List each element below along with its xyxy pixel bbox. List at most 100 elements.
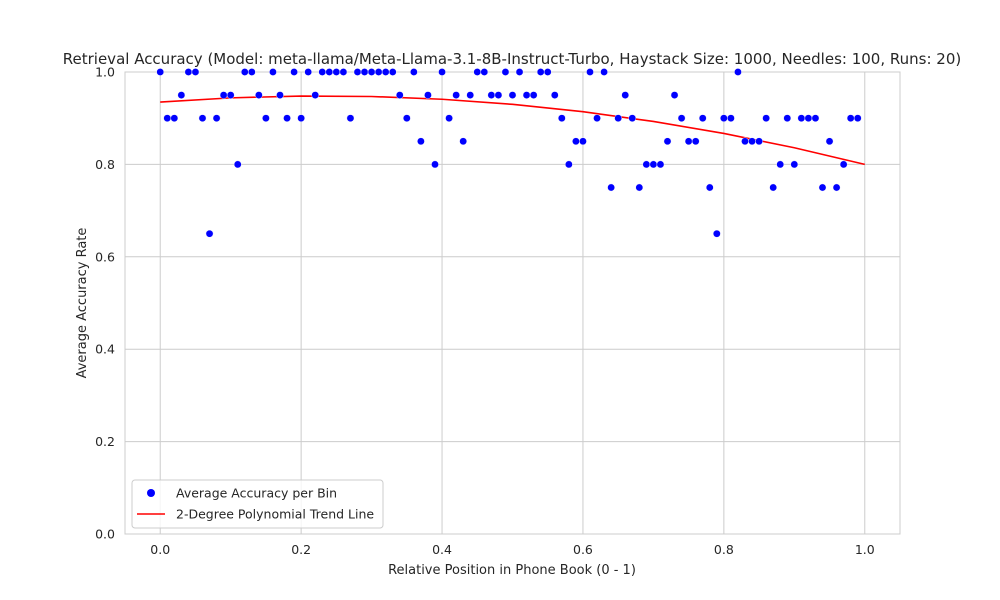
- scatter-point: [614, 114, 622, 122]
- scatter-point: [212, 114, 221, 122]
- scatter-point: [466, 91, 475, 99]
- scatter-point: [360, 68, 369, 76]
- scatter-point: [318, 68, 327, 76]
- scatter-point: [233, 160, 242, 169]
- scatter-point: [226, 91, 235, 99]
- scatter-point: [353, 68, 362, 76]
- x-tick-label: 1.0: [855, 542, 875, 557]
- scatter-point: [536, 68, 545, 76]
- scatter-point: [501, 68, 510, 76]
- scatter-point: [240, 68, 249, 76]
- scatter-point: [508, 91, 517, 99]
- scatter-point: [395, 91, 404, 99]
- scatter-point: [381, 68, 390, 76]
- scatter-point: [558, 114, 566, 122]
- scatter-point: [339, 68, 348, 76]
- scatter-point: [748, 137, 756, 146]
- scatter-point: [367, 68, 376, 76]
- scatter-point: [219, 91, 228, 99]
- scatter-point: [705, 183, 714, 192]
- scatter-point: [839, 160, 848, 169]
- scatter-point: [515, 68, 524, 76]
- scatter-point: [276, 91, 284, 99]
- scatter-point: [170, 114, 179, 122]
- scatter-point: [762, 114, 770, 122]
- scatter-point: [670, 91, 679, 99]
- scatter-point: [346, 114, 355, 122]
- chart-title: Retrieval Accuracy (Model: meta-llama/Me…: [63, 50, 961, 68]
- scatter-point: [565, 160, 573, 169]
- scatter-point: [621, 91, 630, 99]
- scatter-point: [853, 114, 862, 122]
- scatter-point: [297, 114, 305, 122]
- scatter-point: [600, 68, 608, 76]
- scatter-point: [388, 68, 397, 76]
- scatter-point: [818, 183, 827, 192]
- scatter-point: [642, 160, 651, 169]
- x-tick-label: 0.0: [150, 542, 170, 557]
- scatter-point: [797, 114, 806, 122]
- legend-trend-label: 2-Degree Polynomial Trend Line: [176, 507, 374, 522]
- scatter-point: [283, 114, 291, 122]
- scatter-point: [522, 91, 531, 99]
- y-tick-label: 1.0: [95, 65, 115, 80]
- scatter-point: [325, 68, 334, 76]
- scatter-point: [198, 114, 207, 122]
- legend: Average Accuracy per Bin 2-Degree Polyno…: [131, 479, 384, 529]
- scatter-point: [846, 114, 855, 122]
- scatter-point: [424, 91, 432, 99]
- scatter-point: [452, 91, 460, 99]
- scatter-point: [163, 114, 172, 122]
- scatter-point: [156, 68, 165, 76]
- scatter-point: [177, 91, 186, 99]
- legend-scatter-label: Average Accuracy per Bin: [176, 486, 337, 501]
- x-tick-label: 0.8: [714, 542, 734, 557]
- scatter-point: [755, 137, 763, 146]
- scatter-point: [586, 68, 594, 76]
- scatter-point: [248, 68, 256, 76]
- y-tick-label: 0.2: [95, 434, 115, 449]
- legend-box: [131, 479, 384, 529]
- scatter-point: [628, 114, 637, 122]
- scatter-point: [438, 68, 446, 76]
- scatter-point: [417, 137, 425, 146]
- scatter-point: [290, 68, 298, 76]
- scatter-point: [487, 91, 496, 99]
- scatter-point: [403, 114, 411, 122]
- scatter-point: [741, 137, 749, 146]
- scatter-point: [663, 137, 672, 146]
- scatter-point: [635, 183, 644, 192]
- scatter-point: [832, 183, 841, 192]
- scatter-point: [529, 91, 538, 99]
- scatter-point: [804, 114, 813, 122]
- y-tick-label: 0.4: [95, 342, 115, 357]
- scatter-point: [262, 114, 270, 122]
- scatter-point: [572, 137, 580, 146]
- y-tick-label: 0.8: [95, 157, 115, 172]
- x-tick-label: 0.4: [432, 542, 452, 557]
- scatter-point: [713, 229, 721, 238]
- scatter-point: [684, 137, 693, 146]
- scatter-point: [311, 91, 320, 99]
- scatter-point: [579, 137, 587, 146]
- scatter-point: [698, 114, 707, 122]
- scatter-point: [811, 114, 820, 122]
- scatter-point: [480, 68, 489, 76]
- y-tick-label: 0.0: [95, 527, 115, 542]
- x-axis-label: Relative Position in Phone Book (0 - 1): [388, 563, 636, 578]
- scatter-point: [769, 183, 777, 192]
- scatter-point: [783, 114, 792, 122]
- scatter-point: [255, 91, 263, 99]
- scatter-point: [445, 114, 453, 122]
- scatter-point: [191, 68, 200, 76]
- y-axis-label: Average Accuracy Rate: [75, 228, 90, 379]
- scatter-point: [410, 68, 418, 76]
- x-tick-label: 0.2: [291, 542, 311, 557]
- scatter-point: [269, 68, 277, 76]
- scatter-point: [649, 160, 658, 169]
- scatter-point: [550, 91, 559, 99]
- scatter-point: [790, 160, 799, 169]
- scatter-point: [677, 114, 686, 122]
- scatter-point: [205, 229, 214, 238]
